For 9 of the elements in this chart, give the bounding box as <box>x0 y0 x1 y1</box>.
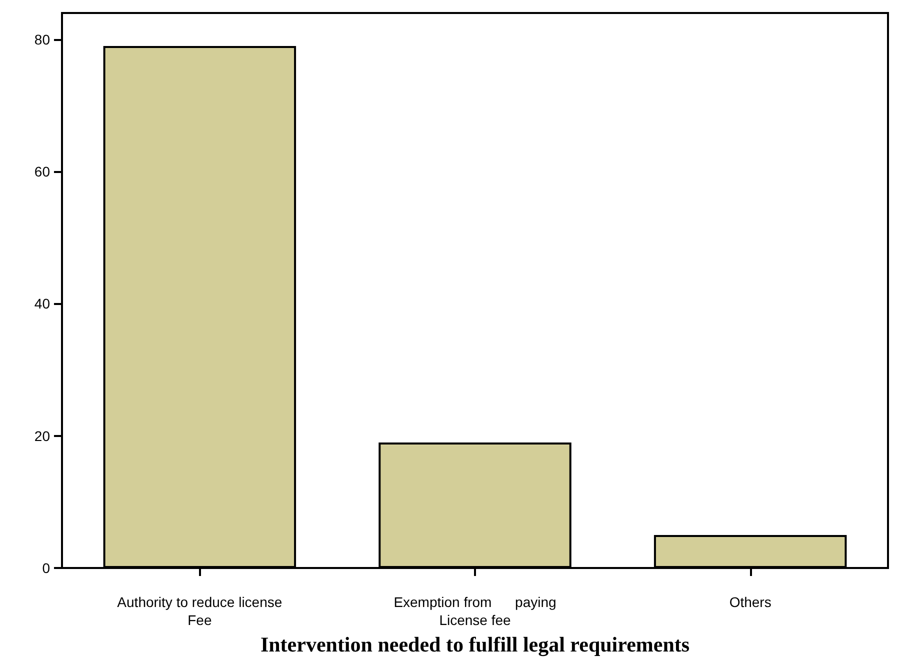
x-tick-label: Authority to reduce license Fee <box>117 594 282 628</box>
x-tick-label: Exemption from paying License fee <box>394 594 556 628</box>
y-tick-label: 80 <box>34 31 50 48</box>
y-tick-label: 40 <box>34 296 50 312</box>
y-tick-label: 0 <box>42 560 50 576</box>
y-tick-label: 60 <box>34 164 50 180</box>
y-tick-label: 20 <box>34 428 50 444</box>
x-tick-label: Others <box>729 594 772 610</box>
x-axis-title: Intervention needed to fulfill legal requirements <box>260 632 690 656</box>
